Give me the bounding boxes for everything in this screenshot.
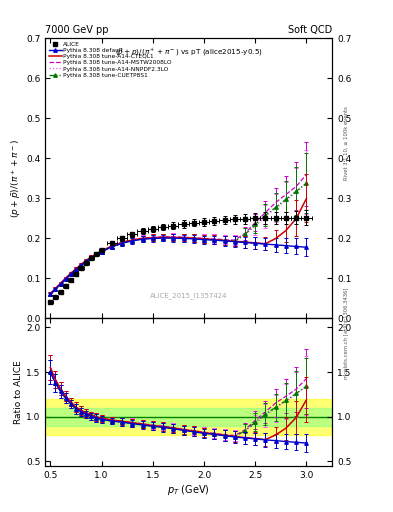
Text: mcplots.cern.ch [arXiv:1306.3436]: mcplots.cern.ch [arXiv:1306.3436] <box>344 287 349 378</box>
Y-axis label: $(p + \bar{p})/(\pi^+ + \pi^-)$: $(p + \bar{p})/(\pi^+ + \pi^-)$ <box>9 139 23 218</box>
Text: Rivet 3.1.10, ≥ 100k events: Rivet 3.1.10, ≥ 100k events <box>344 106 349 180</box>
Legend: ALICE, Pythia 8.308 default, Pythia 8.308 tune-A14-CTEQL1, Pythia 8.308 tune-A14: ALICE, Pythia 8.308 default, Pythia 8.30… <box>48 41 173 79</box>
Text: 7000 GeV pp: 7000 GeV pp <box>45 25 109 35</box>
X-axis label: $p_T$ (GeV): $p_T$ (GeV) <box>167 482 210 497</box>
Text: Soft QCD: Soft QCD <box>288 25 332 35</box>
Bar <box>45 399 332 435</box>
Bar <box>45 408 332 425</box>
Text: ALICE_2015_I1357424: ALICE_2015_I1357424 <box>150 292 228 299</box>
Text: $(\bar{p}+p)/(\pi^++\pi^-)$ vs pT (alice2015-y0.5): $(\bar{p}+p)/(\pi^++\pi^-)$ vs pT (alice… <box>115 47 263 58</box>
Y-axis label: Ratio to ALICE: Ratio to ALICE <box>14 360 23 424</box>
